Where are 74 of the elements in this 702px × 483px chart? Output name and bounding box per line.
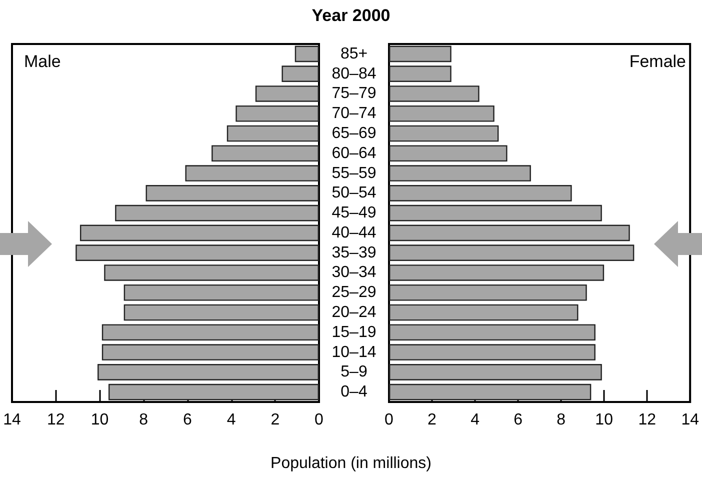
x-tick-label: 8 — [556, 412, 566, 428]
y-tick-label: 85+ — [340, 45, 368, 62]
x-tick-label: 0 — [314, 412, 324, 428]
bar — [389, 364, 602, 380]
bar — [124, 304, 319, 321]
y-tick-label: 65–69 — [332, 125, 376, 142]
bar — [294, 46, 319, 62]
bar — [389, 46, 452, 62]
text: Female — [629, 52, 686, 71]
y-tick-label: 20–24 — [332, 304, 376, 321]
bar — [80, 224, 319, 242]
bar — [282, 66, 319, 82]
x-tick-label: 2 — [428, 412, 437, 428]
x-tick-label: 6 — [514, 412, 523, 428]
bar — [389, 384, 592, 400]
bar — [389, 224, 630, 242]
y-tick-label: 60–64 — [332, 144, 376, 162]
bar — [389, 185, 572, 202]
bar — [124, 284, 319, 301]
bar — [212, 145, 319, 162]
x-tick-label: 14 — [3, 412, 21, 428]
bar — [115, 204, 319, 222]
y-tick-label: 0–4 — [340, 384, 368, 401]
text: Male — [24, 52, 61, 71]
y-tick-label: 70–74 — [332, 105, 376, 122]
y-tick-label: 45–49 — [332, 204, 376, 222]
bar — [226, 125, 319, 142]
y-tick-label: 10–14 — [332, 344, 376, 361]
bar — [389, 66, 452, 82]
bar — [255, 86, 319, 102]
y-tick-label: 75–79 — [332, 85, 376, 102]
x-tick-label: 12 — [638, 412, 656, 428]
x-tick-label: 4 — [226, 412, 236, 428]
bar — [102, 344, 319, 360]
x-tick-label: 14 — [681, 412, 700, 428]
bar — [389, 165, 531, 182]
x-axis-title: Population (in millions) — [270, 455, 432, 473]
bar — [389, 105, 494, 122]
y-tick-label: 5–9 — [340, 364, 368, 381]
bar — [104, 264, 319, 281]
y-tick-label: 15–19 — [332, 324, 376, 341]
x-tick-label: 10 — [90, 412, 109, 428]
bar — [389, 264, 604, 281]
x-tick-label: 0 — [384, 412, 394, 428]
bar — [108, 384, 319, 400]
bar — [389, 204, 602, 222]
x-tick-label: 2 — [270, 412, 280, 428]
bar — [98, 364, 319, 380]
bar — [146, 185, 319, 202]
bar — [76, 244, 319, 261]
bar — [389, 284, 587, 301]
x-tick-label: 10 — [595, 412, 614, 428]
bar — [389, 125, 499, 142]
bar — [389, 324, 596, 341]
bar — [389, 244, 634, 261]
x-tick-label: 8 — [139, 412, 148, 428]
x-tick-label: 4 — [470, 412, 480, 428]
y-tick-label: 25–29 — [332, 284, 376, 302]
bar — [389, 344, 596, 360]
y-tick-label: 80–84 — [332, 65, 376, 82]
y-tick-label: 35–39 — [332, 244, 376, 262]
bar — [389, 86, 480, 102]
bar — [236, 105, 319, 122]
bar — [389, 304, 578, 321]
bar — [185, 165, 319, 182]
y-tick-label: 50–54 — [332, 184, 376, 202]
x-tick-label: 6 — [182, 412, 192, 428]
bar — [389, 145, 508, 162]
y-tick-label: 40–44 — [332, 224, 376, 242]
x-tick-label: 12 — [46, 412, 65, 428]
y-tick-label: 30–34 — [332, 264, 376, 282]
y-tick-label: 55–59 — [332, 164, 376, 182]
chart-title: Year 2000 — [310, 6, 392, 26]
bar — [102, 324, 319, 341]
